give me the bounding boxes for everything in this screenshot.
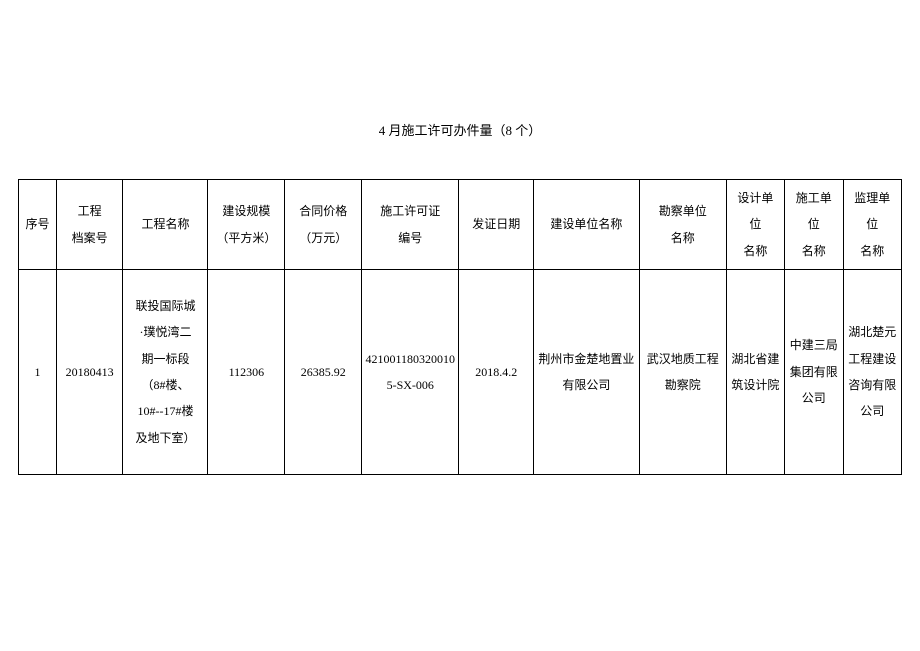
col-design: 设计单位名称 bbox=[726, 180, 784, 270]
table-header-row: 序号 工程档案号 工程名称 建设规模（平方米） 合同价格（万元） 施工许可证编号… bbox=[19, 180, 902, 270]
col-permit: 施工许可证编号 bbox=[362, 180, 459, 270]
permit-table: 序号 工程档案号 工程名称 建设规模（平方米） 合同价格（万元） 施工许可证编号… bbox=[18, 179, 902, 475]
cell-supervise: 湖北楚元工程建设咨询有限公司 bbox=[843, 270, 902, 475]
col-survey: 勘察单位名称 bbox=[639, 180, 726, 270]
col-supervise: 监理单位名称 bbox=[843, 180, 902, 270]
col-project: 工程名称 bbox=[123, 180, 208, 270]
cell-scale: 112306 bbox=[208, 270, 285, 475]
col-scale: 建设规模（平方米） bbox=[208, 180, 285, 270]
cell-construct: 中建三局集团有限公司 bbox=[785, 270, 843, 475]
cell-permit: 4210011803200105-SX-006 bbox=[362, 270, 459, 475]
col-construct: 施工单位名称 bbox=[785, 180, 843, 270]
cell-price: 26385.92 bbox=[285, 270, 362, 475]
cell-archive: 20180413 bbox=[56, 270, 123, 475]
cell-date: 2018.4.2 bbox=[459, 270, 534, 475]
cell-build: 荆州市金楚地置业有限公司 bbox=[534, 270, 640, 475]
col-seq: 序号 bbox=[19, 180, 57, 270]
col-archive: 工程档案号 bbox=[56, 180, 123, 270]
col-date: 发证日期 bbox=[459, 180, 534, 270]
cell-project: 联投国际城·璞悦湾二期一标段（8#楼、10#--17#楼及地下室） bbox=[123, 270, 208, 475]
cell-seq: 1 bbox=[19, 270, 57, 475]
cell-design: 湖北省建筑设计院 bbox=[726, 270, 784, 475]
col-price: 合同价格（万元） bbox=[285, 180, 362, 270]
page-title: 4 月施工许可办件量（8 个） bbox=[18, 120, 902, 139]
col-build: 建设单位名称 bbox=[534, 180, 640, 270]
cell-survey: 武汉地质工程勘察院 bbox=[639, 270, 726, 475]
table-row: 1 20180413 联投国际城·璞悦湾二期一标段（8#楼、10#--17#楼及… bbox=[19, 270, 902, 475]
